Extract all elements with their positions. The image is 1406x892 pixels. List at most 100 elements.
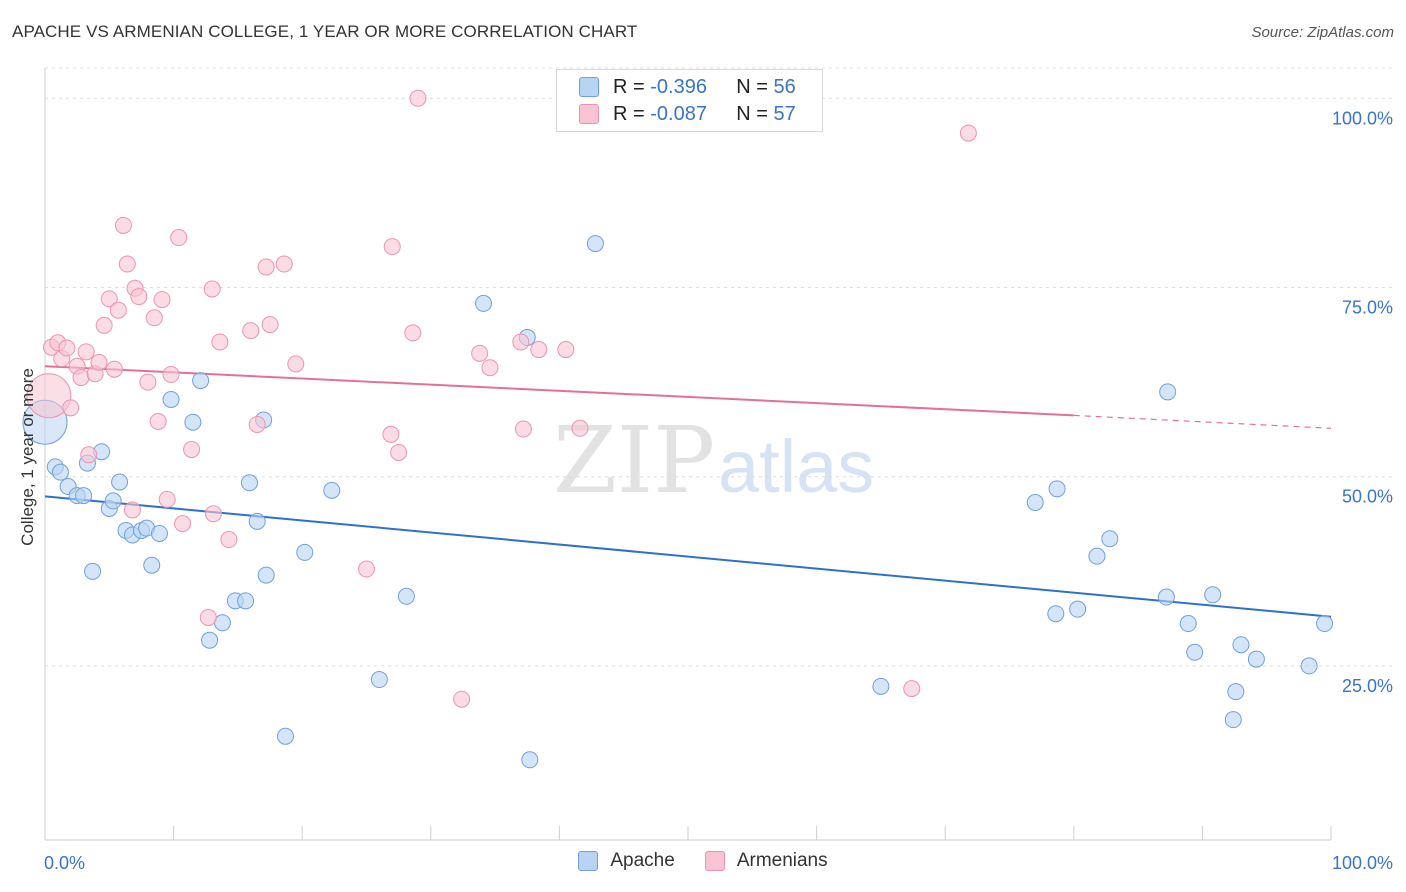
armenians-point — [481, 359, 499, 377]
armenians-point — [382, 425, 400, 443]
apache-point — [1232, 636, 1250, 654]
armenians-point — [261, 316, 279, 334]
apache-point — [75, 487, 93, 505]
apache-point — [475, 294, 493, 312]
armenians-point — [390, 443, 408, 461]
armenians-point — [409, 89, 427, 107]
armenians-point — [149, 412, 167, 430]
apache-point — [1101, 530, 1119, 548]
apache-point — [1300, 657, 1318, 675]
armenians-point — [114, 216, 132, 234]
armenians-point — [174, 515, 192, 533]
apache-point — [111, 473, 129, 491]
y-tick-label: 100.0% — [1332, 108, 1393, 128]
apache-point — [1186, 643, 1204, 661]
legend-item-apache[interactable]: Apache — [578, 850, 675, 872]
grid-lines — [45, 67, 1393, 667]
y-axis-title: College, 1 year or more — [18, 368, 37, 546]
apache-r-label: R = — [613, 75, 651, 98]
armenians-r-value: -0.087 — [650, 102, 707, 125]
axes — [44, 68, 1332, 841]
armenians-point — [287, 355, 305, 373]
y-tick-label: 50.0% — [1342, 487, 1393, 507]
armenians-legend-swatch — [704, 851, 725, 871]
apache-point — [150, 524, 168, 542]
apache-legend-swatch — [578, 851, 599, 871]
source-label: Source: ZipAtlas.com — [1251, 24, 1394, 41]
armenians-point — [26, 373, 72, 419]
watermark-atlas: atlas — [718, 425, 874, 508]
armenians-point — [118, 255, 136, 273]
armenians-r-label: R = — [613, 102, 651, 125]
apache-point — [1316, 615, 1334, 633]
armenians-point — [512, 333, 530, 351]
armenians-point — [383, 238, 401, 256]
armenians-point — [58, 339, 76, 357]
apache-point — [201, 631, 219, 649]
apache-point — [521, 751, 539, 769]
armenians-point — [158, 490, 176, 508]
apache-point — [162, 391, 180, 409]
apache-point — [192, 372, 210, 390]
apache-point — [1179, 615, 1197, 633]
legend-row-apache: R = -0.396 N = 56 — [579, 75, 796, 99]
armenians-point — [162, 366, 180, 384]
armenians-point — [959, 124, 977, 142]
armenians-point — [404, 324, 422, 342]
armenians-point — [211, 333, 229, 351]
armenians-point — [530, 341, 548, 359]
apache-point — [1224, 711, 1242, 729]
armenians-point — [130, 288, 148, 306]
apache-point — [84, 562, 102, 580]
x-tick-label: 100.0% — [1332, 853, 1393, 873]
data-points — [22, 89, 1334, 769]
armenians-point — [145, 309, 163, 327]
series-legend: Apache Armenians — [0, 850, 1406, 872]
apache-point — [1247, 650, 1265, 668]
armenians-point — [453, 690, 471, 708]
apache-point — [586, 235, 604, 253]
apache-point — [872, 677, 890, 695]
y-tick-label: 75.0% — [1342, 297, 1393, 317]
armenians-point — [62, 399, 80, 417]
armenians-point — [220, 531, 238, 549]
armenians-point — [90, 353, 108, 371]
legend-row-armenians: R = -0.087 N = 57 — [579, 102, 796, 126]
apache-point — [1159, 383, 1177, 401]
armenians-point — [248, 415, 266, 433]
armenians-point — [358, 560, 375, 578]
tick-labels: 25.0% 50.0% 75.0% 100.0% 0.0% 100.0% College, … — [18, 108, 1393, 873]
legend-item-armenians[interactable]: Armenians — [704, 850, 828, 872]
apache-point — [1026, 493, 1044, 511]
armenians-legend-label: Armenians — [736, 850, 828, 871]
armenians-point — [72, 369, 90, 387]
armenians-point — [257, 258, 275, 276]
armenians-point — [242, 322, 260, 340]
apache-point — [143, 556, 161, 574]
armenians-point — [100, 290, 118, 308]
armenians-point — [471, 344, 489, 362]
armenians-point — [183, 440, 201, 458]
armenians-point — [275, 255, 293, 273]
armenians-n-value: 57 — [773, 102, 796, 125]
apache-point — [1227, 683, 1245, 701]
apache-point — [370, 671, 388, 689]
armenians-swatch — [579, 104, 599, 124]
apache-point — [213, 614, 231, 632]
armenians-trend-extension — [1073, 414, 1332, 429]
armenians-point — [170, 229, 188, 247]
armenians-point — [109, 301, 127, 319]
apache-point — [240, 474, 258, 492]
armenians-point — [514, 420, 532, 438]
apache-point — [104, 492, 122, 510]
armenians-point — [203, 280, 221, 298]
apache-point — [323, 481, 341, 499]
armenians-point — [139, 373, 157, 391]
apache-point — [1088, 547, 1106, 565]
apache-r-value: -0.396 — [650, 75, 707, 98]
apache-point — [1069, 600, 1087, 618]
armenians-point — [77, 343, 95, 361]
apache-point — [51, 463, 69, 481]
apache-point — [1047, 605, 1065, 623]
